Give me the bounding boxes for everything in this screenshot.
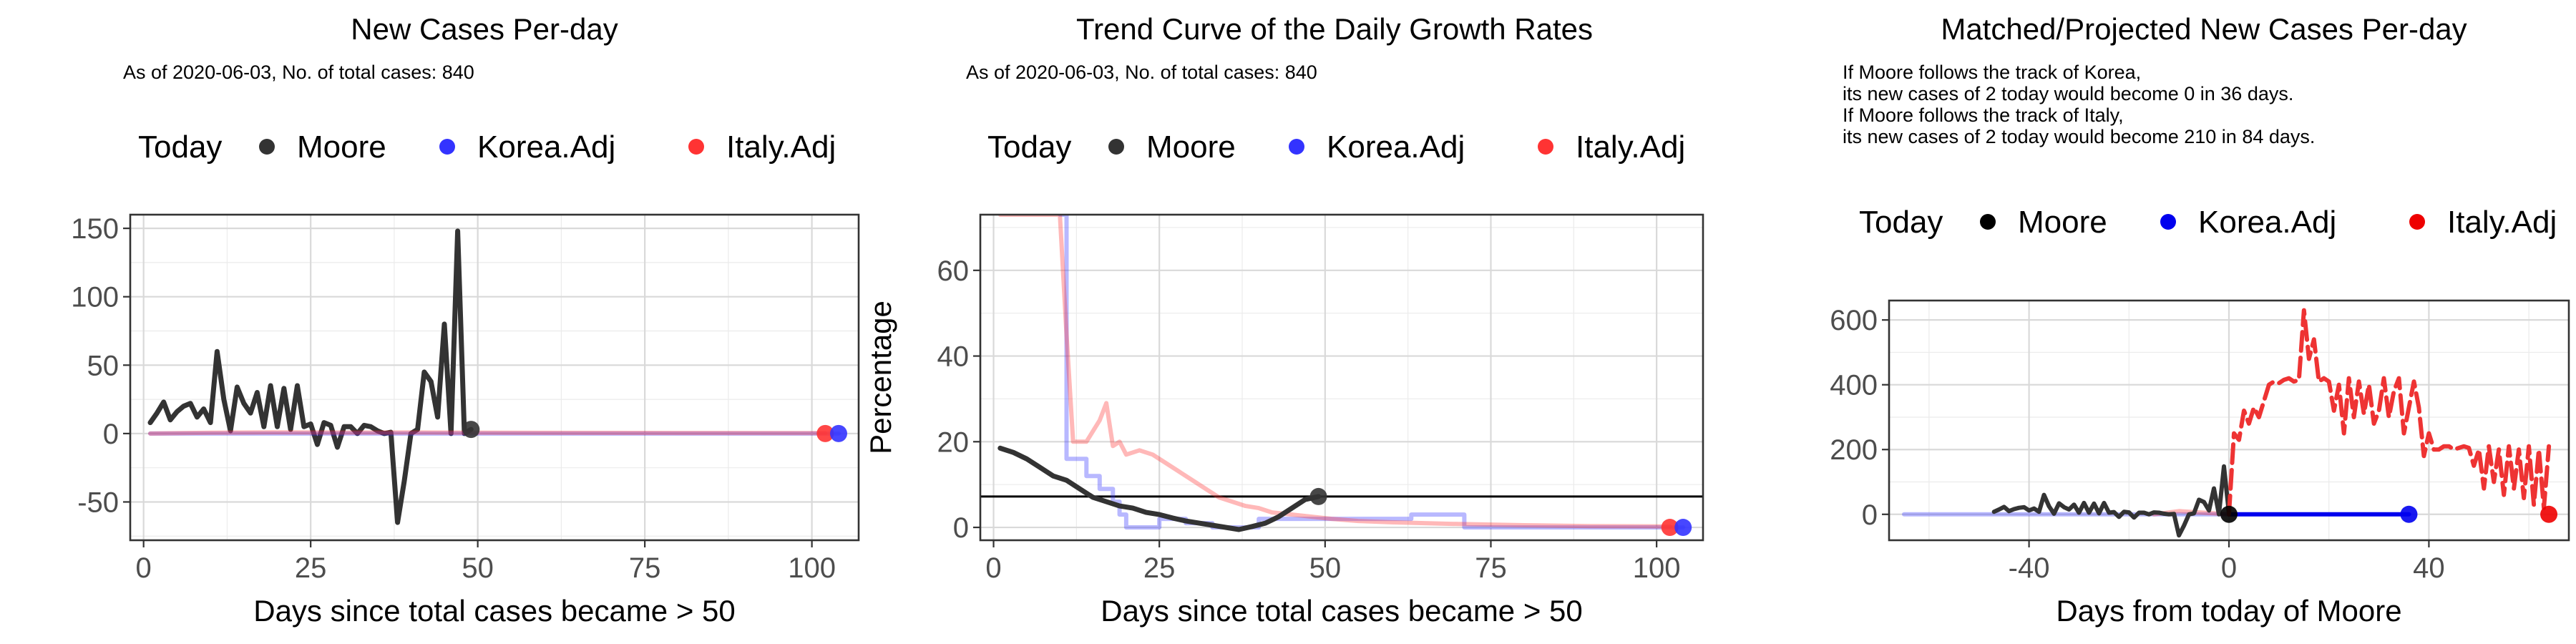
series-line-moore	[1991, 464, 2231, 538]
y-axis-title: Percentage	[864, 301, 897, 454]
y-tick-label: 0	[103, 419, 119, 450]
today-point-italy-adj	[2540, 505, 2558, 523]
y-tick-label: 400	[1830, 370, 1878, 401]
x-tick-label: 25	[295, 552, 327, 584]
x-tick-label: 0	[2221, 552, 2237, 584]
legend-marker-italy-adj	[1538, 139, 1553, 155]
x-tick-label: 0	[985, 552, 1001, 584]
legend-title: Today	[1859, 205, 1943, 240]
chart-panel-3: Matched/Projected New Cases Per-day If Mo…	[1830, 12, 2570, 628]
today-point-italy-adj	[816, 424, 834, 442]
today-point-italy-adj	[1661, 519, 1679, 537]
legend-marker-italy-adj	[2409, 214, 2425, 230]
legend-marker-moore	[1108, 139, 1124, 155]
legend-label: Korea.Adj	[2198, 205, 2336, 240]
today-point-moore	[1309, 487, 1327, 505]
plot-background	[130, 215, 859, 540]
legend-label: Moore	[2018, 205, 2107, 240]
y-tick-label: 200	[1830, 434, 1878, 466]
plot-area	[1902, 308, 2552, 538]
today-point-korea-adj	[829, 424, 847, 442]
legend-marker-italy-adj	[688, 139, 704, 155]
series-line-italy-adj	[148, 430, 828, 436]
legend: Today Moore Korea.Adj Italy.Adj	[987, 130, 1685, 165]
y-tick-label: 600	[1830, 305, 1878, 336]
legend-label: Italy.Adj	[1576, 130, 1685, 165]
chart-title: New Cases Per-day	[351, 12, 618, 46]
y-tick-label: 0	[1862, 499, 1878, 531]
x-tick-label: -40	[2009, 552, 2050, 584]
x-tick-label: 0	[136, 552, 152, 584]
x-axis-title: Days since total cases became > 50	[1101, 594, 1583, 628]
y-tick-label: 40	[937, 341, 970, 373]
chart-subtitle: its new cases of 2 today would become 0 …	[1843, 83, 2293, 104]
y-tick-label: 60	[937, 255, 970, 287]
y-tick-label: 0	[953, 512, 969, 544]
x-tick-label: 40	[2413, 552, 2445, 584]
legend-label: Korea.Adj	[1327, 130, 1465, 165]
series-line-moore	[997, 445, 1322, 532]
x-tick-label: 100	[788, 552, 836, 584]
plot-area	[147, 228, 841, 525]
chart-subtitle: As of 2020-06-03, No. of total cases: 84…	[966, 62, 1317, 83]
legend-marker-korea-adj	[2160, 214, 2176, 230]
chart-subtitle: As of 2020-06-03, No. of total cases: 84…	[123, 62, 474, 83]
today-point-moore	[462, 421, 480, 439]
y-tick-label: -50	[77, 487, 119, 518]
legend-marker-moore	[1980, 214, 1996, 230]
x-tick-label: 50	[1309, 552, 1342, 584]
y-tick-label: 150	[71, 213, 119, 245]
y-tick-label: 20	[937, 426, 970, 458]
today-point-moore	[2220, 505, 2238, 523]
y-tick-label: 100	[71, 282, 119, 313]
legend: Today Moore Korea.Adj Italy.Adj	[138, 130, 836, 165]
legend-title: Today	[138, 130, 222, 165]
legend-label: Moore	[297, 130, 386, 165]
legend-label: Moore	[1146, 130, 1236, 165]
today-point-korea-adj	[1674, 519, 1692, 537]
chart-title: Matched/Projected New Cases Per-day	[1941, 12, 2467, 46]
x-tick-label: 75	[629, 552, 661, 584]
legend-marker-korea-adj	[1289, 139, 1304, 155]
plot-frame	[979, 213, 1704, 542]
legend-marker-moore	[259, 139, 275, 155]
chart-subtitle: If Moore follows the track of Korea,	[1843, 62, 2141, 83]
legend-marker-korea-adj	[439, 139, 455, 155]
plot-area	[980, 215, 1703, 532]
x-axis-title: Days from today of Moore	[2056, 594, 2401, 628]
series-line-korea-adj	[1058, 215, 1686, 530]
chart-panel-1: New Cases Per-day As of 2020-06-03, No. o…	[71, 12, 860, 628]
legend: Today Moore Korea.Adj Italy.Adj	[1859, 205, 2557, 240]
chart-title: Trend Curve of the Daily Growth Rates	[1076, 12, 1593, 46]
legend-label: Korea.Adj	[477, 130, 615, 165]
legend-title: Today	[987, 130, 1071, 165]
x-tick-label: 75	[1475, 552, 1507, 584]
series-line-italy-adj	[2227, 308, 2552, 517]
gridlines	[130, 215, 859, 540]
series-line-moore	[147, 228, 474, 525]
series-line-italy-adj	[997, 215, 1672, 529]
chart-subtitle: If Moore follows the track of Italy,	[1843, 104, 2124, 126]
chart-subtitle: its new cases of 2 today would become 21…	[1843, 126, 2315, 147]
chart-panel-2: Trend Curve of the Daily Growth Rates As …	[864, 12, 1704, 628]
legend-label: Italy.Adj	[726, 130, 836, 165]
x-tick-label: 25	[1143, 552, 1176, 584]
y-tick-label: 50	[87, 350, 119, 381]
plot-background	[980, 215, 1703, 540]
x-tick-label: 100	[1633, 552, 1681, 584]
x-axis-title: Days since total cases became > 50	[253, 594, 736, 628]
legend-label: Italy.Adj	[2447, 205, 2557, 240]
today-point-korea-adj	[2400, 505, 2418, 523]
x-tick-label: 50	[462, 552, 494, 584]
plot-frame	[129, 213, 860, 542]
